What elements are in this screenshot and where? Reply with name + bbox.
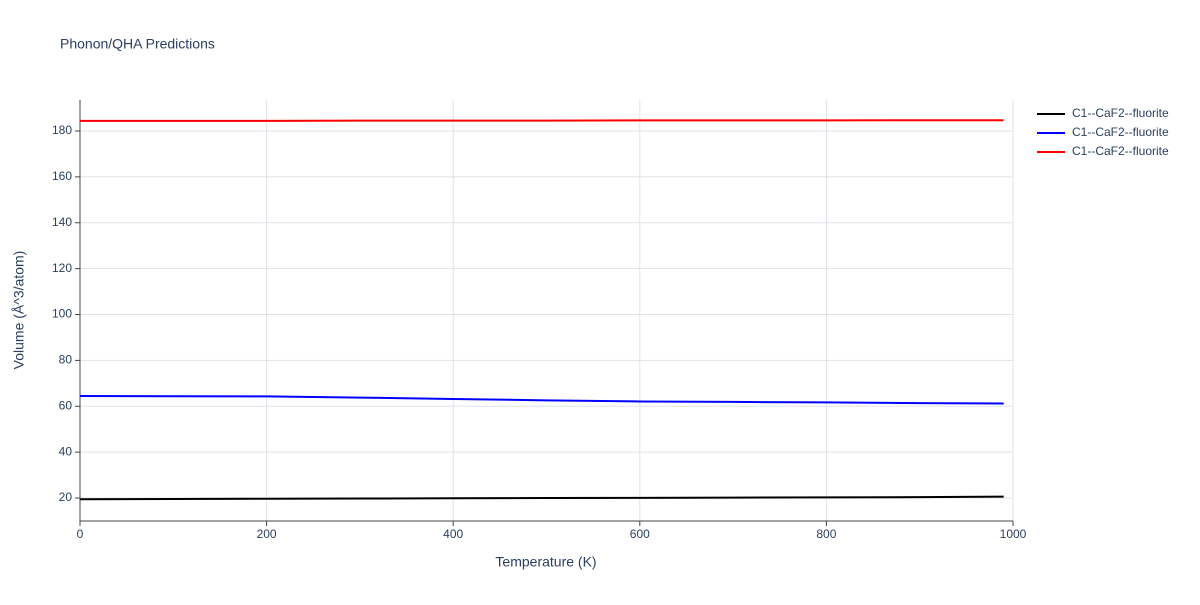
y-tick-label: 120: [52, 261, 72, 275]
series-line: [79, 495, 1004, 501]
x-tick-label: 400: [443, 527, 463, 541]
chart-title: Phonon/QHA Predictions: [60, 36, 215, 52]
y-tick-label: 80: [59, 353, 73, 367]
y-axis-title: Volume (Å^3/atom): [11, 251, 27, 370]
y-tick-label: 40: [59, 444, 73, 458]
x-tick-label: 600: [630, 527, 650, 541]
y-tick-label: 180: [52, 123, 72, 137]
y-tick-label: 160: [52, 169, 72, 183]
y-tick-label: 100: [52, 307, 72, 321]
x-tick-label: 200: [257, 527, 277, 541]
legend-label: C1--CaF2--fluorite: [1072, 144, 1169, 158]
series-line: [80, 119, 1004, 122]
y-tick-label: 140: [52, 215, 72, 229]
y-tick-label: 20: [59, 490, 73, 504]
x-axis-title: Temperature (K): [495, 554, 596, 570]
x-tick-label: 800: [816, 527, 836, 541]
x-tick-label: 1000: [1000, 527, 1027, 541]
series-line: [79, 394, 1004, 405]
legend-label: C1--CaF2--fluorite: [1072, 106, 1169, 120]
x-tick-label: 0: [77, 527, 84, 541]
legend-label: C1--CaF2--fluorite: [1072, 125, 1169, 139]
y-tick-label: 60: [59, 398, 73, 412]
